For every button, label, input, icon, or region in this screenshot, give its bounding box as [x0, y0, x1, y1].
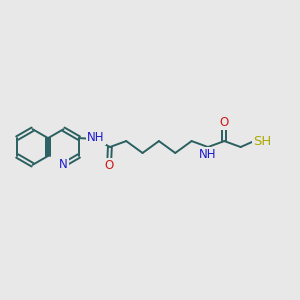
Text: SH: SH	[253, 135, 272, 148]
Text: N: N	[59, 158, 68, 171]
Text: O: O	[105, 159, 114, 172]
Text: NH: NH	[87, 131, 105, 144]
Text: NH: NH	[199, 148, 217, 161]
Text: N: N	[204, 148, 212, 161]
Text: O: O	[220, 116, 229, 129]
